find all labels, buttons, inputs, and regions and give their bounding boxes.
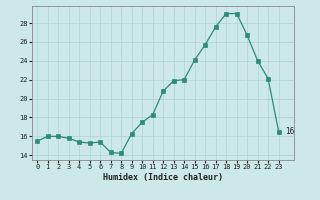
X-axis label: Humidex (Indice chaleur): Humidex (Indice chaleur)	[103, 173, 223, 182]
Text: 16: 16	[285, 127, 294, 136]
